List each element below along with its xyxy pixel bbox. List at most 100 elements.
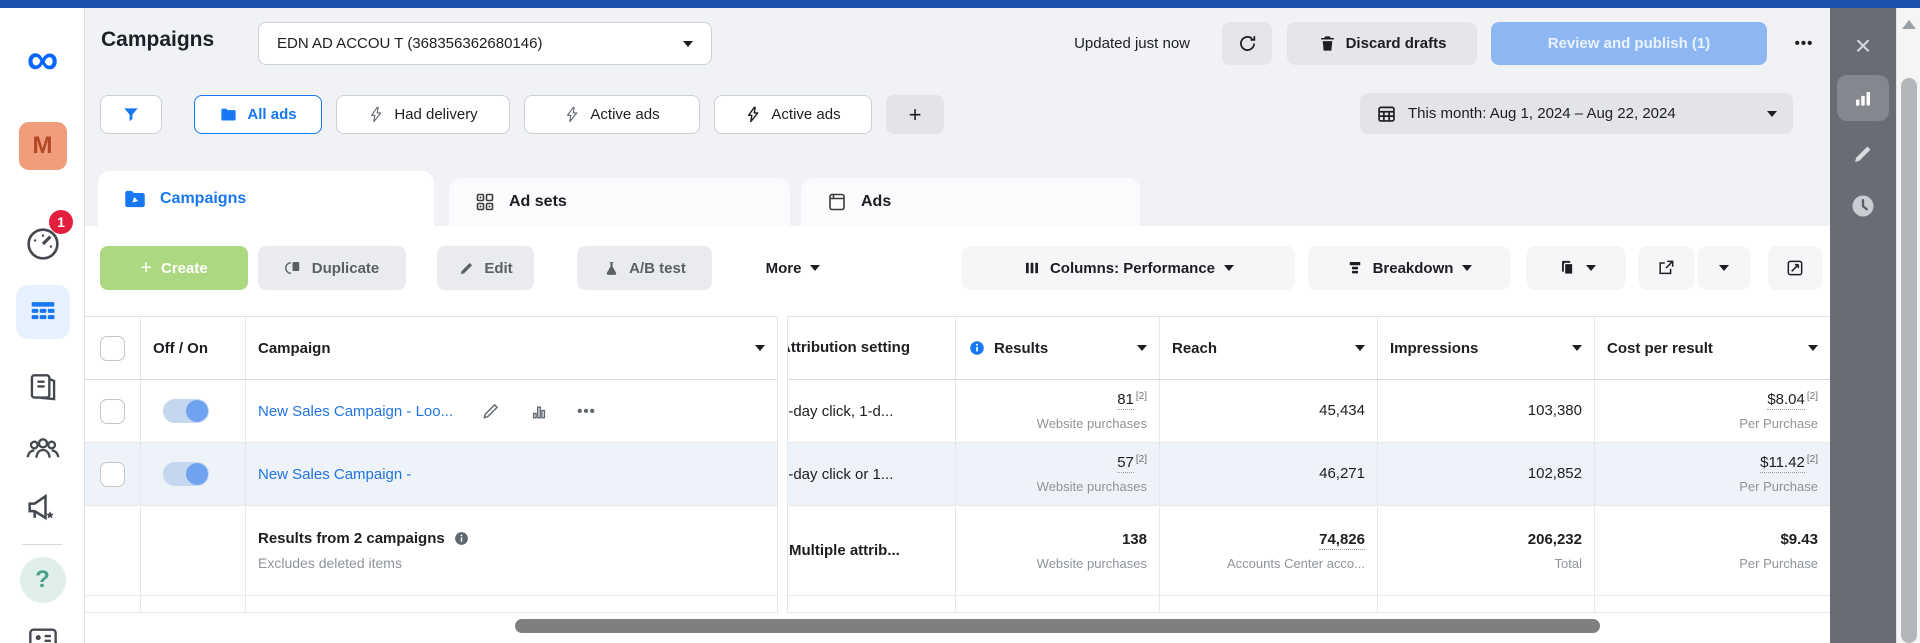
column-header-campaign[interactable]: Campaign <box>245 317 777 379</box>
pencil-icon <box>1855 146 1871 162</box>
reports-icon <box>1561 260 1573 275</box>
column-header-off-on[interactable]: Off / On <box>140 317 245 379</box>
vertical-scrollbar-thumb[interactable] <box>1901 78 1917 643</box>
chevron-down-icon <box>1224 265 1235 271</box>
cost-total: $9.43 <box>1780 530 1818 548</box>
panel-history-button[interactable] <box>1830 186 1896 226</box>
trend-chart-icon <box>1787 260 1803 276</box>
row-more-icon[interactable]: ••• <box>577 402 596 420</box>
filter-chip-active-ads-1[interactable]: Active ads <box>524 95 700 134</box>
view-charts-icon[interactable] <box>529 401 549 421</box>
info-icon[interactable] <box>453 530 470 547</box>
ad-account-selector[interactable]: EDN AD ACCOU T (368356362680146) <box>258 22 712 65</box>
reports-button[interactable] <box>1526 246 1626 290</box>
close-panel-button[interactable]: × <box>1830 26 1896 66</box>
close-icon: × <box>1854 30 1872 61</box>
results-value[interactable]: 57 <box>1117 454 1134 473</box>
meta-logo-icon[interactable]: ∞ <box>26 35 59 84</box>
newspaper-icon <box>28 628 57 643</box>
results-subtext: Website purchases <box>1036 479 1147 494</box>
info-icon <box>970 341 984 355</box>
results-value[interactable]: 81 <box>1117 391 1134 410</box>
sidebar-item-ads-tools[interactable] <box>0 484 85 530</box>
create-button[interactable]: + Create <box>100 246 248 290</box>
filter-chip-had-delivery[interactable]: Had delivery <box>336 95 510 134</box>
scroll-up-arrow-icon[interactable] <box>1902 20 1916 29</box>
row-checkbox[interactable] <box>100 398 125 424</box>
charts-button[interactable] <box>1768 246 1822 290</box>
left-sidebar: ∞ M 1 <box>0 8 85 643</box>
filter-chip-active-ads-2[interactable]: Active ads <box>714 95 872 134</box>
tab-campaigns[interactable]: Campaigns <box>98 171 434 226</box>
ab-test-button[interactable]: A/B test <box>577 246 712 290</box>
campaign-toggle[interactable] <box>163 462 209 486</box>
table-row: New Sales Campaign - 7-day click or 1...… <box>85 443 1830 506</box>
breakdown-button[interactable]: Breakdown <box>1308 246 1510 290</box>
gauge-icon <box>26 228 59 260</box>
column-header-impressions[interactable]: Impressions <box>1377 317 1594 379</box>
table-header-row: Off / On Campaign Attribution setting <box>85 316 1830 380</box>
column-header-attribution[interactable]: Attribution setting <box>780 338 910 356</box>
sort-caret-icon <box>1355 345 1365 351</box>
top-accent-bar <box>0 0 1920 8</box>
add-filter-button[interactable]: + <box>886 95 944 134</box>
columns-button[interactable]: Columns: Performance <box>962 246 1295 290</box>
documents-icon <box>30 374 55 401</box>
cost-value[interactable]: $8.04 <box>1767 391 1805 410</box>
sidebar-item-campaigns-selected[interactable] <box>0 284 85 340</box>
horizontal-scrollbar-thumb[interactable] <box>515 619 1600 633</box>
column-header-reach[interactable]: Reach <box>1159 317 1377 379</box>
cost-value[interactable]: $11.42 <box>1760 454 1805 473</box>
header-more-button[interactable]: ••• <box>1780 22 1828 65</box>
panel-charts-button[interactable] <box>1830 70 1896 126</box>
duplicate-button[interactable]: Duplicate <box>258 246 406 290</box>
campaign-link[interactable]: New Sales Campaign - <box>258 465 412 483</box>
filter-chip-all-ads[interactable]: All ads <box>194 95 322 134</box>
edit-button[interactable]: Edit <box>437 246 534 290</box>
impressions-value: 102,852 <box>1527 465 1582 482</box>
select-all-checkbox[interactable] <box>100 335 125 361</box>
discard-drafts-label: Discard drafts <box>1345 35 1447 52</box>
account-avatar[interactable]: M <box>0 118 85 174</box>
tab-ads[interactable]: Ads <box>801 178 1140 226</box>
refresh-button[interactable] <box>1222 22 1272 65</box>
review-and-publish-button[interactable]: Review and publish (1) <box>1491 22 1767 65</box>
sidebar-item-news[interactable] <box>0 620 85 643</box>
export-button[interactable] <box>1638 246 1694 290</box>
filter-chip-label: Active ads <box>590 106 660 123</box>
reach-total[interactable]: 74,826 <box>1319 530 1365 550</box>
export-options-button[interactable] <box>1698 246 1750 290</box>
column-resize-handle[interactable] <box>777 316 788 613</box>
sidebar-item-overview[interactable]: 1 <box>0 210 85 270</box>
breakdown-icon <box>1349 262 1360 274</box>
discard-drafts-button[interactable]: Discard drafts <box>1287 22 1477 65</box>
date-range-selector[interactable]: This month: Aug 1, 2024 – Aug 22, 2024 <box>1360 93 1793 134</box>
filters-button[interactable] <box>100 95 162 134</box>
edit-pencil-icon[interactable] <box>481 401 501 421</box>
ads-page-icon <box>829 193 845 211</box>
lightning-icon <box>567 106 578 123</box>
sidebar-item-reports[interactable] <box>0 364 85 412</box>
ad-sets-grid-icon <box>476 193 494 211</box>
column-header-cost-per-result[interactable]: Cost per result <box>1594 317 1830 379</box>
attribution-value: 7-day click or 1... <box>780 465 894 483</box>
column-header-results[interactable]: Results <box>955 317 1159 379</box>
cost-subtext: Per Purchase <box>1739 416 1818 431</box>
ellipsis-icon: ••• <box>1794 35 1814 52</box>
campaign-link[interactable]: New Sales Campaign - Loo... <box>258 402 454 420</box>
sort-caret-icon <box>755 345 765 351</box>
plus-icon: + <box>908 101 922 127</box>
main-area: Campaigns EDN AD ACCOU T (36835636268014… <box>85 8 1830 643</box>
panel-edit-button[interactable] <box>1830 134 1896 174</box>
campaigns-folder-icon <box>125 190 145 207</box>
pencil-icon <box>461 262 473 274</box>
sidebar-item-help[interactable]: ? <box>0 556 85 604</box>
sidebar-item-audiences[interactable] <box>0 424 85 472</box>
tab-ad-sets[interactable]: Ad sets <box>449 178 790 226</box>
vertical-scrollbar[interactable] <box>1896 8 1920 643</box>
more-button[interactable]: More <box>745 246 841 290</box>
row-checkbox[interactable] <box>100 461 125 487</box>
updated-status: Updated just now <box>1074 35 1190 52</box>
campaign-toggle[interactable] <box>163 399 209 423</box>
refresh-icon <box>1239 36 1255 51</box>
